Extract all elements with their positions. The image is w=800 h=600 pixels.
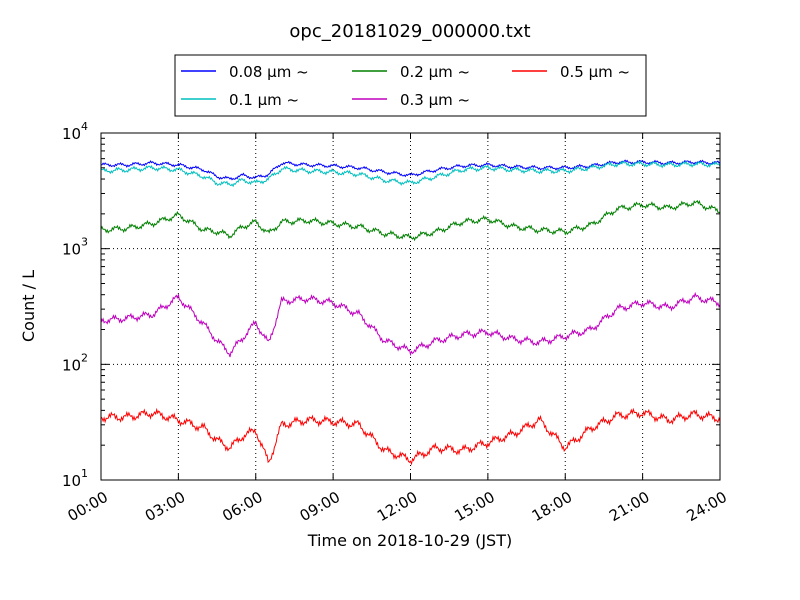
x-tick-label: 06:00 xyxy=(219,488,265,525)
chart-title: opc_20181029_000000.txt xyxy=(289,21,530,42)
x-tick-label: 24:00 xyxy=(684,488,730,525)
legend: 0.08 μm ~ 0.1 μm ~ 0.2 μm ~ 0.3 μm ~ 0.5 μm … xyxy=(174,54,647,117)
y-tick-label: 102 xyxy=(62,351,88,374)
x-tick-label: 18:00 xyxy=(529,488,575,525)
legend-label: 0.1 μm ~ xyxy=(229,91,299,109)
series-line xyxy=(100,291,721,358)
x-axis-title: Time on 2018-10-29 (JST) xyxy=(307,531,512,550)
series-lines xyxy=(100,159,721,466)
x-tick-label: 15:00 xyxy=(451,488,497,525)
x-tick-label: 21:00 xyxy=(606,488,652,525)
x-tick-label: 12:00 xyxy=(374,488,420,525)
legend-label: 0.3 μm ~ xyxy=(400,91,470,109)
x-tick-label: 09:00 xyxy=(297,488,343,525)
series-line xyxy=(100,159,721,181)
plot-area xyxy=(100,132,721,481)
legend-label: 0.5 μm ~ xyxy=(560,63,630,81)
y-tick-label: 103 xyxy=(62,236,88,259)
series-line xyxy=(100,199,721,242)
series-line xyxy=(100,407,721,466)
y-tick-label: 101 xyxy=(62,467,88,490)
x-tick-label: 00:00 xyxy=(65,488,111,525)
legend-label: 0.08 μm ~ xyxy=(229,63,309,81)
y-tick-labels: 101 102 103 104 xyxy=(62,120,88,490)
x-tick-labels: 00:00 03:00 06:00 09:00 12:00 15:00 18:00 21:00… xyxy=(65,488,730,525)
y-tick-label: 104 xyxy=(62,120,88,143)
ticks xyxy=(100,132,721,481)
x-tick-label: 03:00 xyxy=(142,488,188,525)
legend-box xyxy=(174,54,647,117)
series-line xyxy=(100,160,721,188)
y-axis-title: Count / L xyxy=(19,270,38,342)
legend-label: 0.2 μm ~ xyxy=(400,63,470,81)
